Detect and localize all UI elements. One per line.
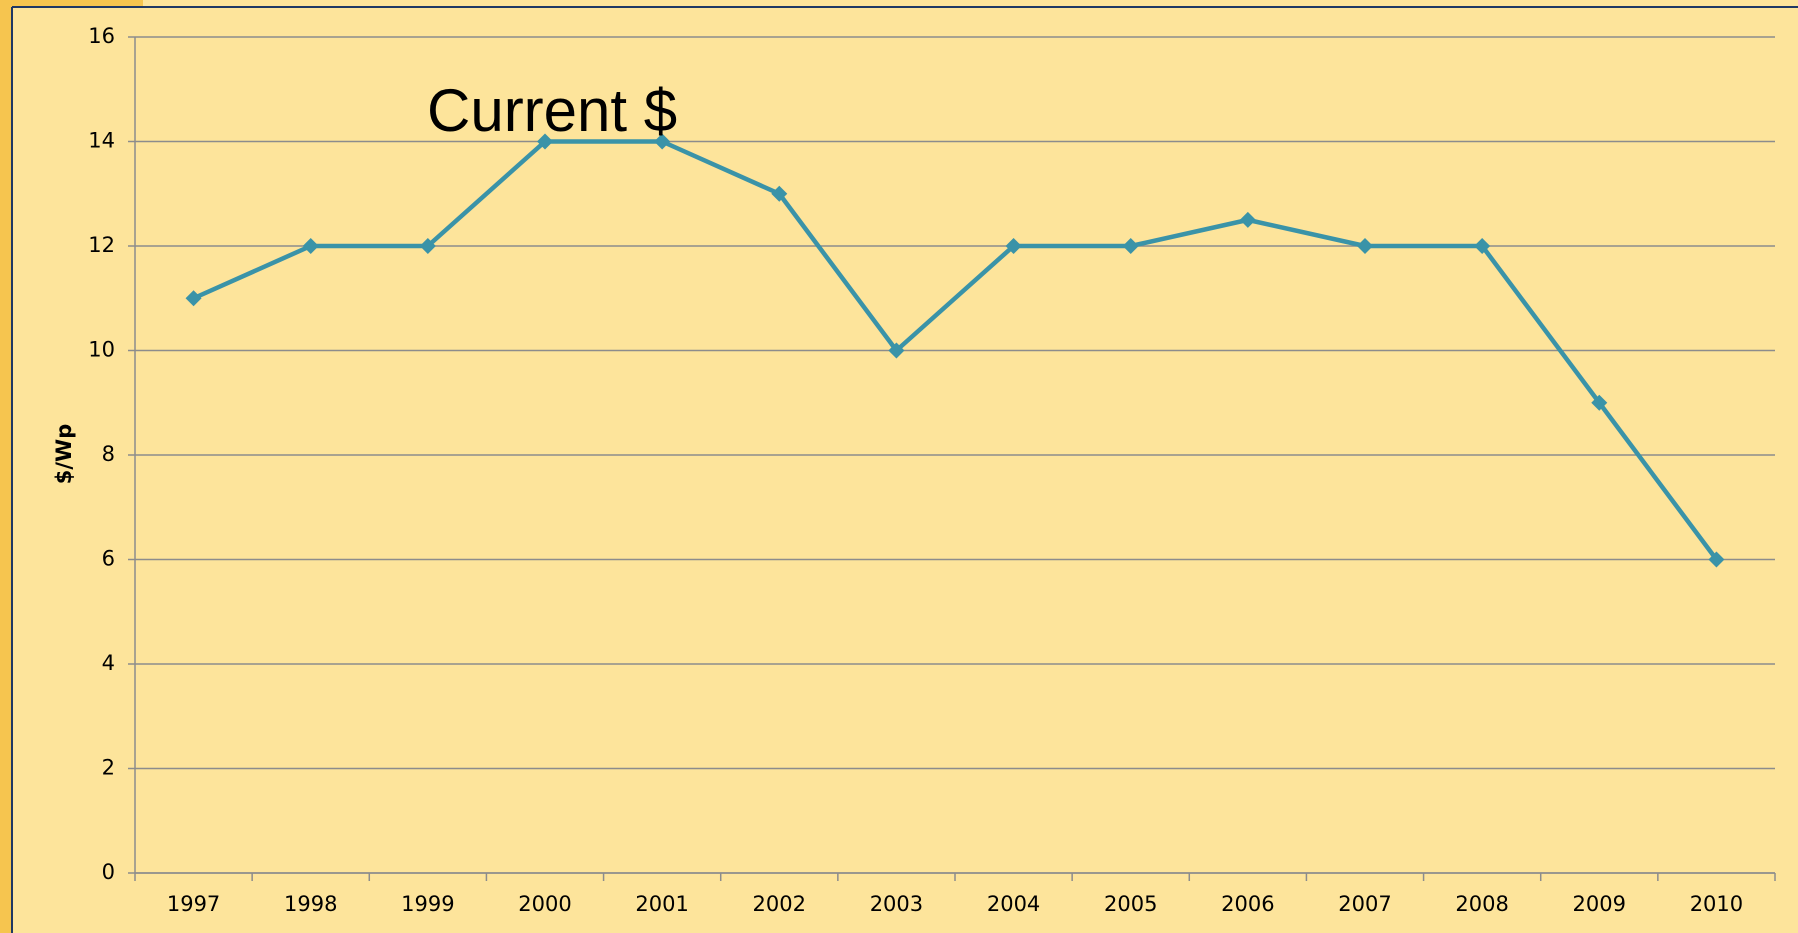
x-tick-label: 2008 [1455, 892, 1508, 916]
marker [1122, 238, 1139, 254]
y-axis-label: $/Wp [52, 424, 76, 484]
marker [1474, 238, 1491, 254]
x-tick-label: 1997 [167, 892, 220, 916]
x-tick-label: 1998 [284, 892, 337, 916]
marker [1239, 211, 1256, 228]
marker [888, 342, 905, 359]
y-tick-label: 10 [88, 338, 115, 362]
y-tick-label: 2 [102, 756, 115, 780]
marker [302, 238, 319, 254]
x-tick-label: 2007 [1338, 892, 1391, 916]
marker [654, 133, 671, 150]
x-tick-label: 2000 [518, 892, 571, 916]
marker [185, 290, 202, 307]
marker [419, 238, 436, 254]
x-tick-label: 2010 [1690, 892, 1743, 916]
left-strip [0, 0, 12, 933]
y-tick-label: 6 [102, 547, 115, 571]
x-tick-label: 2009 [1573, 892, 1626, 916]
marker [1708, 551, 1725, 568]
y-tick-label: 12 [88, 233, 115, 257]
x-tick-label: 2002 [753, 892, 806, 916]
marker [537, 133, 553, 150]
y-tick-label: 4 [102, 651, 115, 675]
marker [1005, 238, 1022, 254]
x-tick-label: 2005 [1104, 892, 1157, 916]
x-tick-label: 1999 [401, 892, 454, 916]
x-tick-label: 2001 [635, 892, 688, 916]
y-tick-label: 8 [102, 442, 115, 466]
x-tick-label: 2006 [1221, 892, 1274, 916]
marker [1357, 238, 1373, 254]
top-strip [0, 0, 143, 7]
annotation: Current $ [427, 77, 677, 144]
line [192, 139, 1719, 561]
y-tick-label: 0 [102, 860, 115, 884]
marker [1591, 394, 1608, 411]
marker [771, 185, 788, 202]
y-tick-label: 14 [88, 129, 115, 153]
x-tick-label: 2003 [870, 892, 923, 916]
y-tick-label: 16 [88, 24, 115, 48]
x-tick-label: 2004 [987, 892, 1040, 916]
